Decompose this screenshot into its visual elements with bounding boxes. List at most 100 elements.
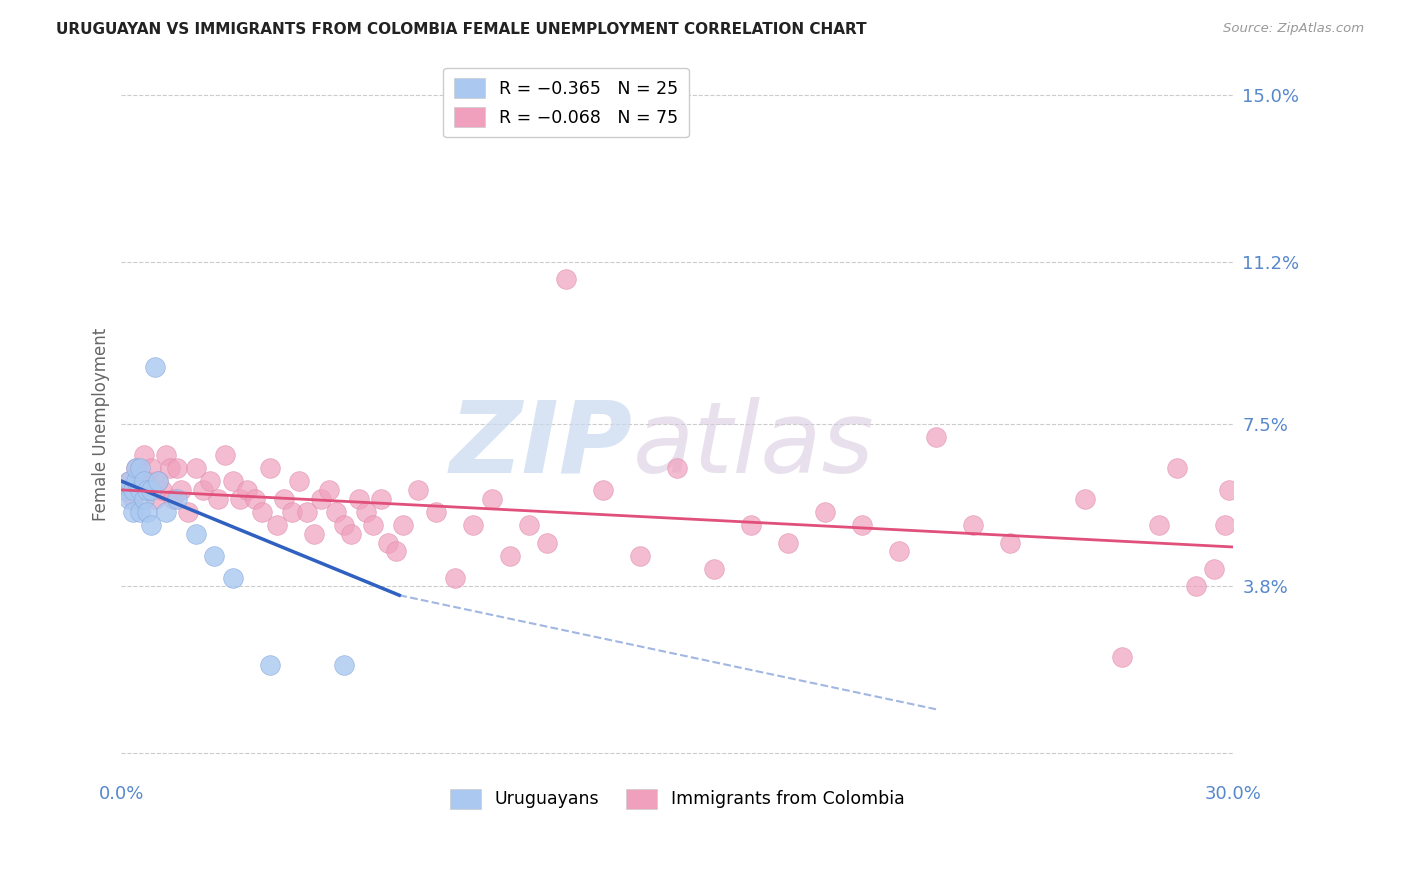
Point (377, 535, 399, 549)
Point (155, 448, 177, 462)
Point (166, 491, 188, 506)
Point (1184, 579, 1206, 593)
Point (118, 491, 141, 506)
Point (121, 491, 143, 506)
Point (851, 518, 873, 533)
Point (628, 549, 651, 563)
Point (118, 474, 141, 488)
Text: Source: ZipAtlas.com: Source: ZipAtlas.com (1223, 22, 1364, 36)
Point (243, 491, 266, 506)
Point (139, 483, 162, 497)
Point (202, 549, 225, 563)
Point (162, 491, 184, 506)
Point (121, 505, 143, 519)
Point (288, 474, 311, 488)
Point (962, 518, 984, 533)
Point (132, 474, 155, 488)
Point (136, 474, 159, 488)
Point (443, 571, 465, 585)
Point (191, 483, 214, 497)
Point (148, 474, 170, 488)
Point (221, 571, 243, 585)
Text: ZIP: ZIP (450, 397, 633, 493)
Point (536, 535, 558, 549)
Point (703, 562, 725, 576)
Point (463, 518, 485, 533)
Point (354, 505, 377, 519)
Point (155, 505, 177, 519)
Point (136, 483, 159, 497)
Point (778, 535, 800, 549)
Point (266, 518, 288, 533)
Point (214, 448, 236, 462)
Point (392, 518, 415, 533)
Point (1166, 461, 1188, 475)
Point (170, 483, 193, 497)
Point (555, 272, 578, 286)
Point (499, 549, 522, 563)
Point (139, 461, 162, 475)
Point (384, 544, 406, 558)
Point (184, 461, 207, 475)
Legend: Uruguayans, Immigrants from Colombia: Uruguayans, Immigrants from Colombia (443, 781, 911, 815)
Text: URUGUAYAN VS IMMIGRANTS FROM COLOMBIA FEMALE UNEMPLOYMENT CORRELATION CHART: URUGUAYAN VS IMMIGRANTS FROM COLOMBIA FE… (56, 22, 868, 37)
Text: atlas: atlas (633, 397, 875, 493)
Point (340, 526, 363, 541)
Point (236, 483, 259, 497)
Point (370, 491, 392, 506)
Point (332, 658, 354, 673)
Point (311, 491, 333, 506)
Point (1111, 649, 1133, 664)
Point (666, 461, 689, 475)
Point (325, 505, 347, 519)
Point (281, 505, 304, 519)
Point (592, 483, 614, 497)
Point (1215, 518, 1237, 533)
Point (136, 505, 159, 519)
Point (184, 526, 207, 541)
Point (150, 483, 173, 497)
Point (114, 483, 136, 497)
Point (121, 483, 143, 497)
Point (148, 474, 170, 488)
Point (229, 491, 252, 506)
Point (1147, 518, 1170, 533)
Point (406, 483, 429, 497)
Point (347, 491, 370, 506)
Point (139, 518, 162, 533)
Point (129, 461, 152, 475)
Point (273, 491, 295, 506)
Point (200, 474, 222, 488)
Point (1204, 562, 1226, 576)
Point (129, 483, 152, 497)
Point (125, 461, 148, 475)
Point (114, 483, 136, 497)
Point (925, 430, 948, 444)
Point (207, 491, 229, 506)
Point (517, 518, 540, 533)
Point (118, 474, 141, 488)
Point (177, 505, 200, 519)
Point (740, 518, 762, 533)
Y-axis label: Female Unemployment: Female Unemployment (93, 327, 110, 521)
Point (259, 461, 281, 475)
Point (250, 505, 273, 519)
Point (132, 491, 155, 506)
Point (295, 505, 318, 519)
Point (363, 518, 385, 533)
Point (481, 491, 503, 506)
Point (125, 474, 148, 488)
Point (425, 505, 447, 519)
Point (1000, 535, 1022, 549)
Point (332, 518, 354, 533)
Point (814, 505, 837, 519)
Point (302, 526, 325, 541)
Point (1073, 491, 1095, 506)
Point (1218, 483, 1240, 497)
Point (221, 474, 243, 488)
Point (143, 359, 166, 374)
Point (166, 461, 188, 475)
Point (129, 483, 152, 497)
Point (889, 544, 911, 558)
Point (125, 461, 148, 475)
